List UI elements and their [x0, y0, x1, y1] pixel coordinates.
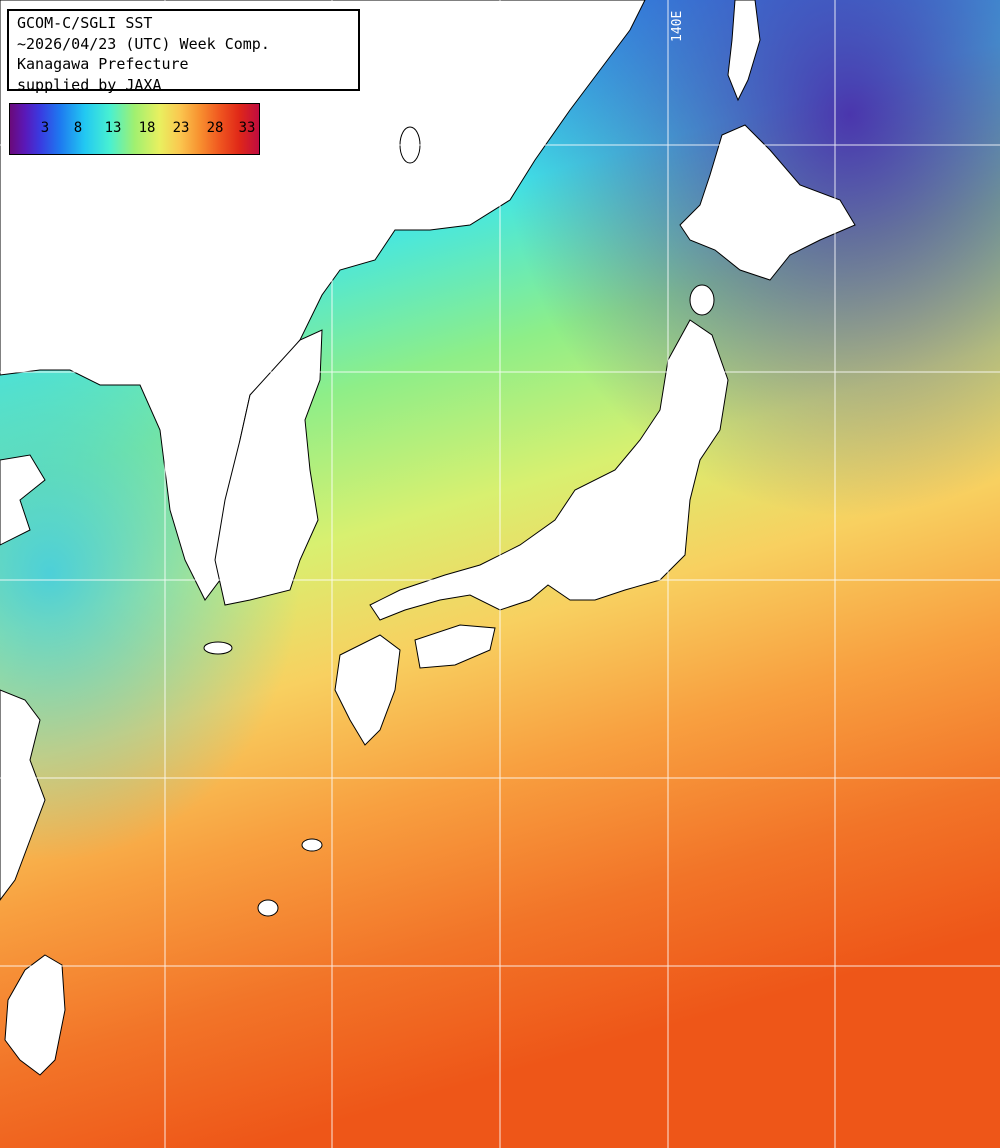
- scale-tick: 8: [73, 120, 83, 136]
- island-land: [301, 838, 323, 852]
- scale-tick: 33: [238, 120, 256, 136]
- jeju-land: [203, 641, 233, 655]
- island-land: [689, 284, 715, 316]
- china-south-coast-land: [0, 689, 46, 901]
- honshu-land: [369, 319, 729, 621]
- product-title: GCOM-C/SGLI SST: [17, 14, 153, 32]
- korea-land: [214, 329, 323, 606]
- scale-tick: 18: [138, 120, 156, 136]
- scale-tick: 23: [172, 120, 190, 136]
- china-coast-land: [0, 454, 46, 546]
- island-land: [257, 899, 279, 917]
- shikoku-land: [414, 624, 496, 669]
- region-label: Kanagawa Prefecture: [17, 55, 189, 73]
- latitude-label: 40N: [12, 354, 36, 369]
- kyushu-land: [334, 634, 401, 746]
- scale-tick: 28: [206, 120, 224, 136]
- info-box: GCOM-C/SGLI SST ~2026/04/23 (UTC) Week C…: [7, 9, 360, 94]
- scale-tick: 3: [40, 120, 50, 136]
- hokkaido-land: [679, 124, 856, 281]
- color-scale-bar: 3 8 13 18 23 28 33: [9, 103, 260, 155]
- scale-tick: 13: [104, 120, 122, 136]
- date-label: ~2026/04/23 (UTC) Week Comp.: [17, 34, 270, 53]
- credit-label: supplied by JAXA: [17, 75, 162, 94]
- longitude-label: 140E: [670, 10, 685, 42]
- sakhalin-land: [727, 0, 761, 102]
- taiwan-land: [4, 954, 66, 1076]
